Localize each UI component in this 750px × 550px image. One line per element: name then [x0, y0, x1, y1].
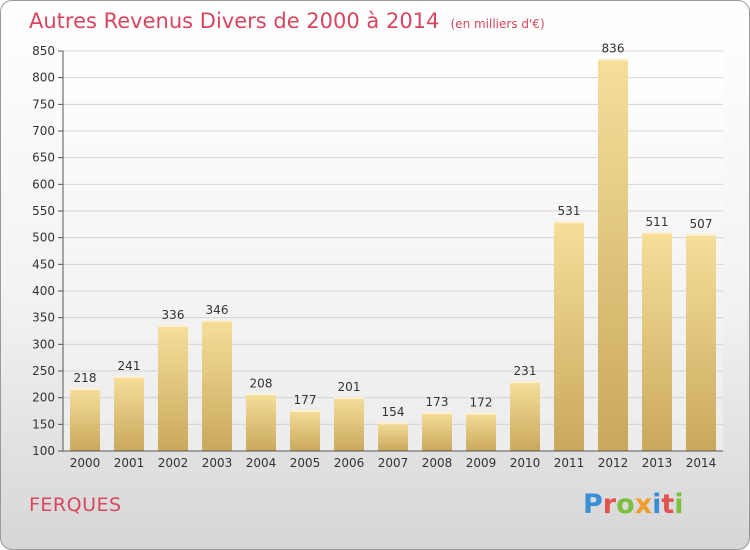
x-tick-label: 2008	[422, 456, 453, 470]
data-label: 201	[338, 380, 361, 394]
data-label: 531	[558, 204, 581, 218]
y-tick-label: 850	[32, 44, 55, 58]
x-tick-label: 2013	[642, 456, 673, 470]
bar	[158, 325, 188, 451]
data-label: 231	[514, 364, 537, 378]
bar-highlight	[554, 221, 584, 224]
logo-letter: i	[652, 489, 662, 520]
bar-highlight	[202, 319, 232, 322]
y-tick-label: 250	[32, 364, 55, 378]
bar	[70, 388, 100, 451]
x-tick-label: 2010	[510, 456, 541, 470]
bar	[422, 412, 452, 451]
y-tick-label: 300	[32, 337, 55, 351]
bar	[598, 58, 628, 451]
x-tick-label: 2004	[246, 456, 277, 470]
y-tick-label: 550	[32, 204, 55, 218]
y-axis: 100 150 200 250 300 350 400 450 500 550 600 650 700 7…	[32, 44, 64, 458]
bar-highlight	[334, 397, 364, 400]
bar-highlight	[422, 412, 452, 415]
y-tick-label: 700	[32, 124, 55, 138]
bar	[378, 422, 408, 451]
x-tick-label: 2011	[554, 456, 585, 470]
bar	[202, 319, 232, 451]
data-label: 154	[382, 405, 405, 419]
logo-letter: r	[602, 489, 617, 520]
x-axis: 2000 2001 2002 2003 2004 2005 2006 2007 2008 2009…	[63, 450, 723, 470]
x-tick-label: 2000	[70, 456, 101, 470]
bar	[466, 412, 496, 451]
y-tick-label: 650	[32, 151, 55, 165]
bar-highlight	[290, 409, 320, 412]
bar	[686, 233, 716, 451]
data-label: 173	[426, 395, 449, 409]
data-label: 172	[470, 396, 493, 410]
chart-unit-text: (en milliers d'€)	[450, 17, 545, 31]
data-label: 511	[646, 215, 669, 229]
x-tick-label: 2003	[202, 456, 233, 470]
logo-letter: P	[583, 489, 603, 520]
chart-title-text: Autres Revenus Divers de 2000 à 2014	[29, 9, 440, 33]
x-tick-label: 2001	[114, 456, 145, 470]
bar	[510, 381, 540, 451]
y-tick-label: 100	[32, 444, 55, 458]
data-label: 507	[690, 217, 713, 231]
logo-letter: o	[616, 489, 635, 520]
bar-highlight	[510, 381, 540, 384]
x-tick-label: 2007	[378, 456, 409, 470]
y-tick-label: 800	[32, 71, 55, 85]
data-label: 836	[602, 41, 625, 55]
city-name: FERQUES	[29, 494, 122, 516]
bars: 218 241 336 346 208 177 201 154 173 172 231 531 836 5…	[70, 41, 716, 451]
bar	[290, 409, 320, 451]
bar	[246, 393, 276, 451]
bar-highlight	[598, 58, 628, 61]
bar-highlight	[642, 231, 672, 234]
bar	[554, 221, 584, 451]
bar-highlight	[158, 325, 188, 328]
bar	[642, 231, 672, 451]
x-tick-label: 2012	[598, 456, 629, 470]
data-label: 241	[118, 359, 141, 373]
bar-highlight	[246, 393, 276, 396]
x-tick-label: 2002	[158, 456, 189, 470]
y-tick-label: 450	[32, 257, 55, 271]
logo-letter: t	[661, 489, 675, 520]
y-tick-label: 500	[32, 231, 55, 245]
x-tick-label: 2014	[686, 456, 717, 470]
bar-highlight	[686, 233, 716, 236]
logo-letter: x	[634, 489, 653, 520]
data-label: 218	[74, 371, 97, 385]
y-tick-label: 600	[32, 177, 55, 191]
y-tick-label: 750	[32, 97, 55, 111]
bar-highlight	[466, 412, 496, 415]
x-tick-label: 2006	[334, 456, 365, 470]
bar-highlight	[378, 422, 408, 425]
x-tick-label: 2005	[290, 456, 321, 470]
data-label: 336	[162, 308, 185, 322]
logo-letter: i	[674, 489, 684, 520]
bar-highlight	[70, 388, 100, 391]
chart-title: Autres Revenus Divers de 2000 à 2014 (en…	[29, 9, 545, 33]
bar	[114, 375, 144, 451]
proxiti-logo: Proxiti	[583, 489, 684, 520]
y-tick-label: 400	[32, 284, 55, 298]
bar	[334, 397, 364, 451]
bar-highlight	[114, 375, 144, 378]
y-tick-label: 350	[32, 311, 55, 325]
data-label: 346	[206, 303, 229, 317]
x-tick-label: 2009	[466, 456, 497, 470]
y-tick-label: 150	[32, 417, 55, 431]
y-tick-label: 200	[32, 391, 55, 405]
data-label: 177	[294, 393, 317, 407]
data-label: 208	[250, 376, 273, 390]
